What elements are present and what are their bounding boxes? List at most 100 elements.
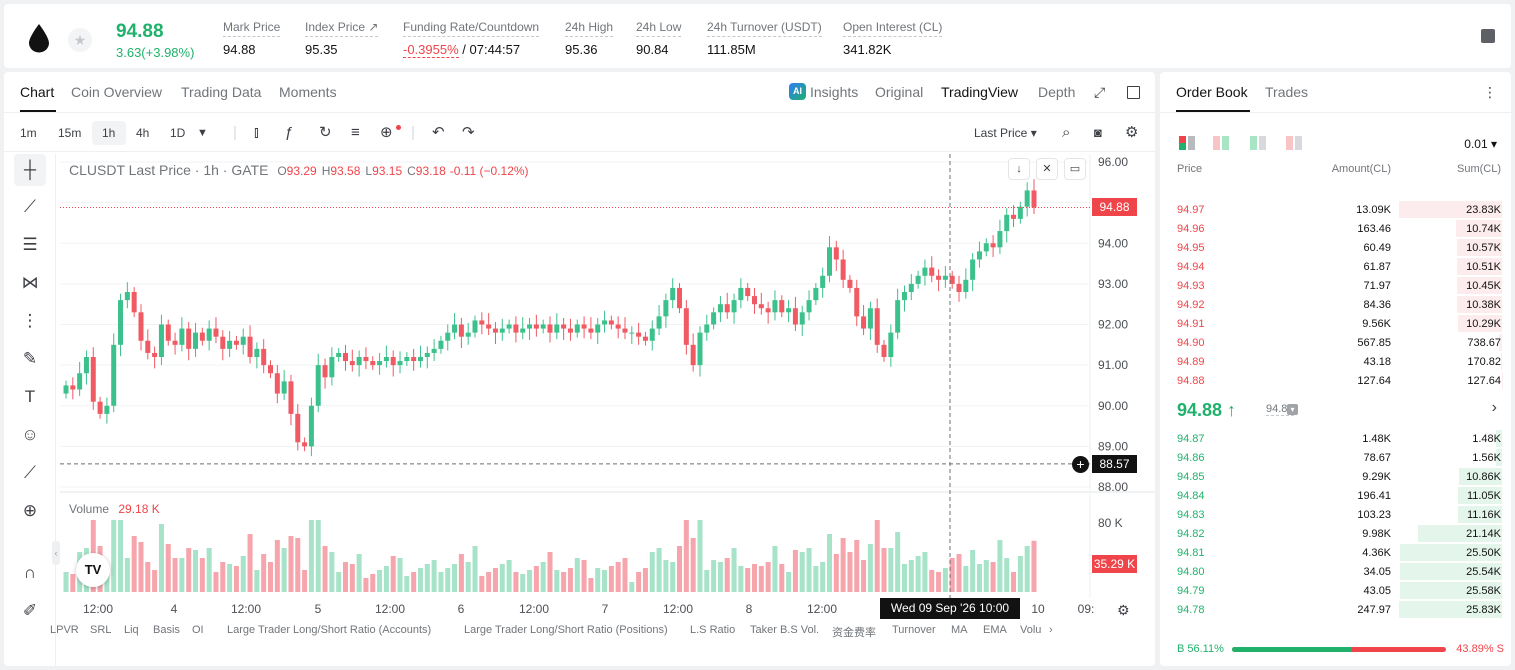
stat-label[interactable]: Mark Price: [223, 20, 281, 37]
indicator-12[interactable]: EMA: [983, 624, 1007, 636]
interval-1h[interactable]: 1h: [102, 126, 116, 140]
bid-row[interactable]: 94.84 196.41 11.05K: [1160, 486, 1511, 505]
bid-row[interactable]: 94.87 1.48K 1.48K: [1160, 429, 1511, 448]
settings-gear-icon[interactable]: ⚙: [1125, 124, 1139, 141]
bid-row[interactable]: 94.79 43.05 25.58K: [1160, 581, 1511, 600]
measure-icon[interactable]: ⋮: [21, 311, 39, 330]
indicator-9[interactable]: 资金费率: [832, 627, 876, 639]
more-options-icon[interactable]: ⋮: [1483, 84, 1497, 100]
tab-coin-overview[interactable]: Coin Overview: [71, 84, 163, 100]
ask-row[interactable]: 94.95 60.49 10.57K: [1160, 238, 1511, 257]
stat-label[interactable]: 24h Low: [636, 20, 682, 37]
crosshair-icon[interactable]: ┼: [14, 154, 46, 186]
tradingview-logo-icon[interactable]: TV: [76, 553, 110, 587]
collapse-icon[interactable]: ✕: [1036, 158, 1058, 180]
emoji-icon[interactable]: ☺: [21, 425, 39, 444]
view-bids-icon[interactable]: [1250, 136, 1266, 150]
indicator-13[interactable]: Volu: [1020, 624, 1042, 636]
chart-settings-icon[interactable]: ⚙: [1117, 602, 1130, 618]
stat-label[interactable]: 24h High: [565, 20, 614, 37]
magnet-icon[interactable]: ∩: [23, 563, 37, 582]
tab-order-book[interactable]: Order Book: [1176, 84, 1248, 100]
caret-down-icon[interactable]: ▼: [197, 127, 208, 139]
ask-row[interactable]: 94.94 61.87 10.51K: [1160, 257, 1511, 276]
indicator-10[interactable]: Turnover: [892, 624, 936, 636]
stat-label[interactable]: Open Interest (CL): [843, 20, 943, 37]
lock-brush-icon[interactable]: ✐: [22, 601, 38, 620]
undo-icon[interactable]: ↶: [432, 124, 445, 141]
tab-trading-data[interactable]: Trading Data: [181, 84, 262, 100]
interval-1d[interactable]: 1D: [170, 126, 186, 140]
document-icon[interactable]: [1481, 29, 1495, 43]
pattern-icon[interactable]: ⋈: [21, 273, 39, 292]
zoom-icon[interactable]: ⊕: [22, 501, 38, 520]
ask-row[interactable]: 94.96 163.46 10.74K: [1160, 219, 1511, 238]
text-icon[interactable]: T: [24, 387, 36, 406]
bid-row[interactable]: 94.86 78.67 1.56K: [1160, 448, 1511, 467]
fullscreen-icon[interactable]: [1127, 86, 1140, 99]
ask-row[interactable]: 94.90 567.85 738.67: [1160, 333, 1511, 352]
interval-4h[interactable]: 4h: [136, 126, 150, 140]
templates-icon[interactable]: ≡: [351, 124, 360, 141]
redo-icon[interactable]: ↷: [462, 124, 475, 141]
indicator-7[interactable]: L.S Ratio: [690, 624, 736, 636]
tab-trades[interactable]: Trades: [1265, 84, 1309, 100]
indicator-4[interactable]: OI: [192, 624, 204, 636]
bid-row[interactable]: 94.83 103.23 11.16K: [1160, 505, 1511, 524]
favorite-star-icon[interactable]: ★: [68, 28, 92, 52]
tab-insights[interactable]: Insights: [810, 84, 859, 100]
stat-label[interactable]: Index Price ↗: [305, 20, 379, 37]
ask-row[interactable]: 94.97 13.09K 23.83K: [1160, 200, 1511, 219]
bid-row[interactable]: 94.80 34.05 25.54K: [1160, 562, 1511, 581]
stat-label[interactable]: 24h Turnover (USDT): [707, 20, 822, 37]
interval-1m[interactable]: 1m: [20, 126, 37, 140]
expand-icon[interactable]: ⤢: [1094, 84, 1106, 100]
tab-moments[interactable]: Moments: [279, 84, 337, 100]
candle-type-icon[interactable]: ⫾: [254, 124, 259, 141]
view-split-icon[interactable]: [1213, 136, 1229, 150]
indicator-1[interactable]: SRL: [90, 624, 112, 636]
chevron-right-icon[interactable]: ›: [1049, 624, 1053, 636]
tab-tradingview[interactable]: TradingView: [941, 84, 1019, 100]
indicator-8[interactable]: Taker B.S Vol.: [750, 624, 820, 636]
add-alert-icon[interactable]: ⊕: [380, 124, 393, 141]
trend-line-icon[interactable]: ⟋: [24, 197, 36, 216]
scroll-down-icon[interactable]: ↓: [1008, 158, 1030, 180]
ask-row[interactable]: 94.88 127.64 127.64: [1160, 371, 1511, 390]
tab-original[interactable]: Original: [875, 84, 924, 100]
ruler-icon[interactable]: ⟋: [24, 463, 36, 482]
price-chart[interactable]: 96.0095.0094.0093.0092.0091.0090.0089.00…: [4, 72, 1155, 666]
indicator-5[interactable]: Large Trader Long/Short Ratio (Accounts): [227, 624, 432, 636]
indicator-0[interactable]: LPVR: [50, 624, 79, 636]
brush-icon[interactable]: ✎: [22, 349, 38, 368]
ask-row[interactable]: 94.89 43.18 170.82: [1160, 352, 1511, 371]
indicators-icon[interactable]: ƒ: [285, 124, 294, 141]
crosshair-add-icon[interactable]: +: [1072, 456, 1089, 473]
ask-row[interactable]: 94.92 84.36 10.38K: [1160, 295, 1511, 314]
ask-row[interactable]: 94.91 9.56K 10.29K: [1160, 314, 1511, 333]
fib-icon[interactable]: ☰: [22, 235, 38, 254]
tick-size-select[interactable]: 0.01 ▾: [1464, 137, 1497, 151]
indicator-2[interactable]: Liq: [124, 624, 139, 636]
bid-row[interactable]: 94.81 4.36K 25.50K: [1160, 543, 1511, 562]
indicator-6[interactable]: Large Trader Long/Short Ratio (Positions…: [464, 624, 668, 636]
bid-row[interactable]: 94.85 9.29K 10.86K: [1160, 467, 1511, 486]
collapse-left-icon[interactable]: ‹: [52, 541, 60, 565]
view-asks-icon[interactable]: [1286, 136, 1302, 150]
chevron-right-icon[interactable]: ›: [1491, 399, 1497, 416]
view-both-icon[interactable]: [1179, 136, 1195, 150]
search-icon[interactable]: ⌕: [1062, 124, 1071, 141]
tab-chart[interactable]: Chart: [20, 84, 55, 100]
maximize-icon[interactable]: ▭: [1064, 158, 1086, 180]
camera-icon[interactable]: ◙: [1094, 125, 1102, 140]
ask-row[interactable]: 94.93 71.97 10.45K: [1160, 276, 1511, 295]
price-type-select[interactable]: Last Price ▾: [974, 126, 1037, 140]
bid-row[interactable]: 94.82 9.98K 21.14K: [1160, 524, 1511, 543]
interval-15m[interactable]: 15m: [58, 126, 82, 140]
bid-row[interactable]: 94.78 247.97 25.83K: [1160, 600, 1511, 619]
tab-depth[interactable]: Depth: [1038, 84, 1076, 100]
stat-label[interactable]: Funding Rate/Countdown: [403, 20, 540, 37]
replay-icon[interactable]: ↻: [319, 124, 332, 141]
indicator-3[interactable]: Basis: [153, 624, 180, 636]
indicator-11[interactable]: MA: [951, 624, 968, 636]
